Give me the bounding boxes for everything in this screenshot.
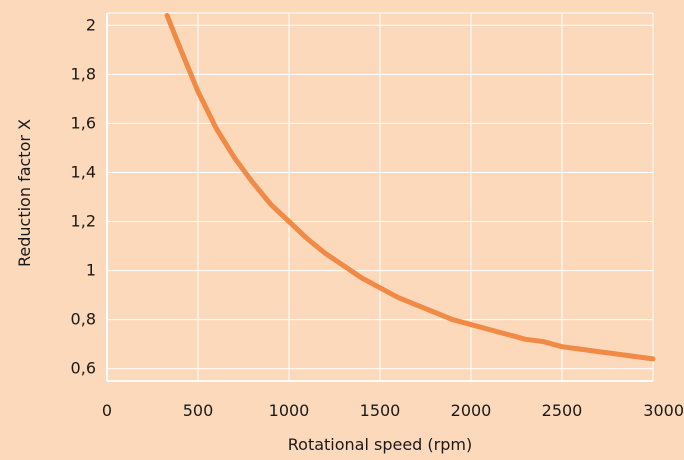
- x-tick-label: 2000: [451, 401, 492, 420]
- axes: [106, 12, 654, 382]
- x-tick-label: 500: [183, 401, 214, 420]
- y-tick-label: 1: [86, 261, 96, 280]
- x-tick-label: 1000: [269, 401, 310, 420]
- y-tick-label: 0,6: [71, 359, 96, 378]
- y-axis-label: Reduction factor X: [15, 119, 34, 267]
- x-tick-label: 0: [102, 401, 112, 420]
- x-tick-label: 3000: [643, 401, 684, 420]
- grid: [107, 13, 654, 381]
- y-tick-label: 0,8: [71, 310, 96, 329]
- reduction-factor-line: [164, 13, 656, 362]
- series-layer: [164, 13, 656, 362]
- x-axis-label: Rotational speed (rpm): [288, 435, 472, 454]
- y-tick-label: 1,4: [71, 162, 96, 181]
- x-tick-label: 2500: [542, 401, 583, 420]
- y-tick-label: 1,8: [71, 64, 96, 83]
- x-tick-label: 1500: [360, 401, 401, 420]
- x-tick-labels: 0 500 1000 1500 2000 2500 3000: [102, 401, 684, 420]
- y-tick-label: 1,2: [71, 212, 96, 231]
- y-tick-labels: 0,6 0,8 1 1,2 1,4 1,6 1,8 2: [71, 15, 96, 377]
- y-tick-label: 2: [86, 15, 96, 34]
- y-tick-label: 1,6: [71, 113, 96, 132]
